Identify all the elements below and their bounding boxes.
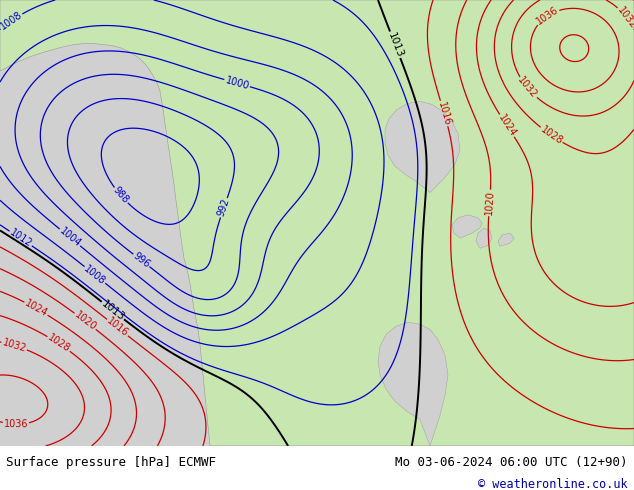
Text: 996: 996 bbox=[131, 251, 152, 270]
Text: © weatheronline.co.uk: © weatheronline.co.uk bbox=[478, 478, 628, 490]
Text: 1016: 1016 bbox=[436, 100, 453, 126]
Text: 1008: 1008 bbox=[0, 10, 24, 32]
Text: 1020: 1020 bbox=[484, 190, 495, 216]
Text: 1004: 1004 bbox=[57, 226, 82, 249]
Polygon shape bbox=[476, 228, 492, 248]
Text: 1020: 1020 bbox=[72, 310, 98, 333]
Text: 1032: 1032 bbox=[616, 5, 634, 30]
Text: 1024: 1024 bbox=[496, 113, 518, 139]
Text: 1036: 1036 bbox=[534, 5, 560, 27]
Text: 1032: 1032 bbox=[516, 75, 540, 100]
Text: 1013: 1013 bbox=[100, 298, 126, 322]
Text: 1012: 1012 bbox=[8, 227, 34, 249]
Polygon shape bbox=[0, 0, 634, 446]
Text: 1024: 1024 bbox=[23, 298, 49, 319]
Polygon shape bbox=[378, 322, 448, 446]
Text: 1000: 1000 bbox=[224, 75, 250, 91]
Text: 1008: 1008 bbox=[82, 263, 108, 287]
Text: Surface pressure [hPa] ECMWF: Surface pressure [hPa] ECMWF bbox=[6, 456, 216, 469]
Text: 988: 988 bbox=[111, 185, 131, 206]
Text: 1013: 1013 bbox=[385, 31, 404, 59]
Text: 992: 992 bbox=[216, 197, 231, 218]
Text: 1016: 1016 bbox=[105, 316, 130, 339]
Text: 1036: 1036 bbox=[4, 419, 28, 429]
Text: 1028: 1028 bbox=[46, 333, 72, 355]
Polygon shape bbox=[452, 215, 482, 238]
Text: Mo 03-06-2024 06:00 UTC (12+90): Mo 03-06-2024 06:00 UTC (12+90) bbox=[395, 456, 628, 469]
Polygon shape bbox=[385, 101, 460, 193]
Polygon shape bbox=[498, 233, 514, 246]
Text: 1028: 1028 bbox=[538, 124, 564, 147]
Text: 1032: 1032 bbox=[1, 337, 27, 354]
